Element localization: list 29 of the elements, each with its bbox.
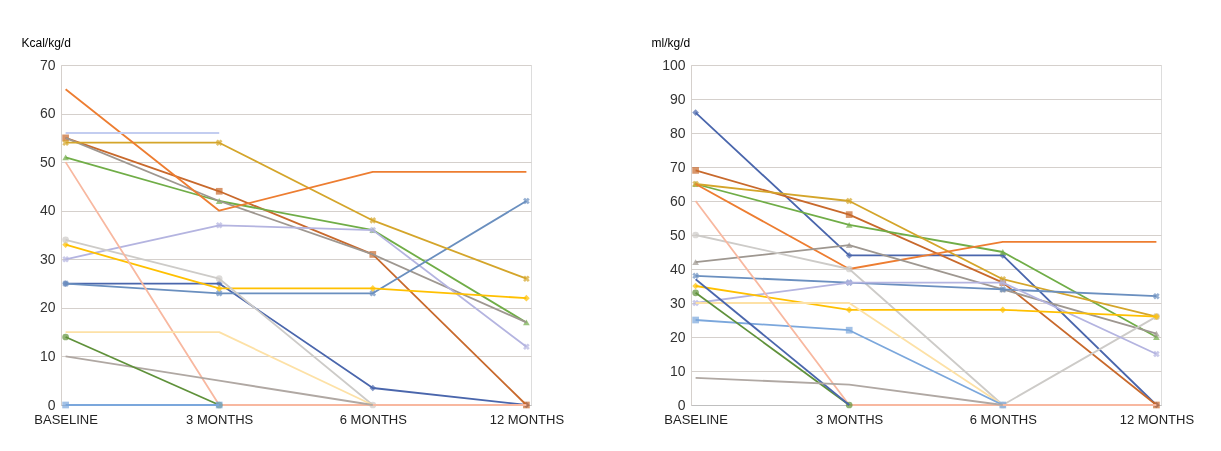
y-tick-label: 40 — [39, 202, 56, 219]
y-tick-label: 30 — [39, 250, 56, 267]
x-tick-label: 12 MONTHS — [489, 411, 565, 427]
y-tick-label: 60 — [39, 105, 56, 122]
x-tick-label: BASELINE — [664, 411, 729, 427]
y-tick-label: 70 — [669, 158, 686, 175]
x-tick-label: 6 MONTHS — [969, 411, 1038, 427]
x-tick-label: 12 MONTHS — [1119, 411, 1195, 427]
y-tick-label: 0 — [47, 396, 56, 413]
y-axis-title: Kcal/kg/d — [21, 35, 71, 50]
x-tick-label: BASELINE — [34, 411, 99, 427]
y-tick-label: 80 — [669, 124, 686, 141]
y-tick-label: 40 — [669, 260, 686, 277]
y-tick-label: 100 — [662, 56, 686, 73]
x-tick-label: 3 MONTHS — [186, 411, 254, 427]
x-tick-label: 3 MONTHS — [816, 411, 884, 427]
y-axis-title: ml/kg/d — [651, 35, 691, 50]
y-tick-label: 60 — [669, 192, 686, 209]
y-tick-label: 20 — [669, 328, 686, 345]
y-tick-label: 90 — [669, 90, 686, 107]
x-tick-label: 6 MONTHS — [339, 411, 408, 427]
y-tick-label: 10 — [669, 362, 686, 379]
y-tick-label: 20 — [39, 299, 56, 316]
y-tick-label: 50 — [39, 153, 56, 170]
y-tick-label: 30 — [669, 294, 686, 311]
y-tick-label: 0 — [677, 396, 686, 413]
y-tick-label: 10 — [39, 347, 56, 364]
y-tick-label: 70 — [39, 56, 56, 73]
y-tick-label: 50 — [669, 226, 686, 243]
